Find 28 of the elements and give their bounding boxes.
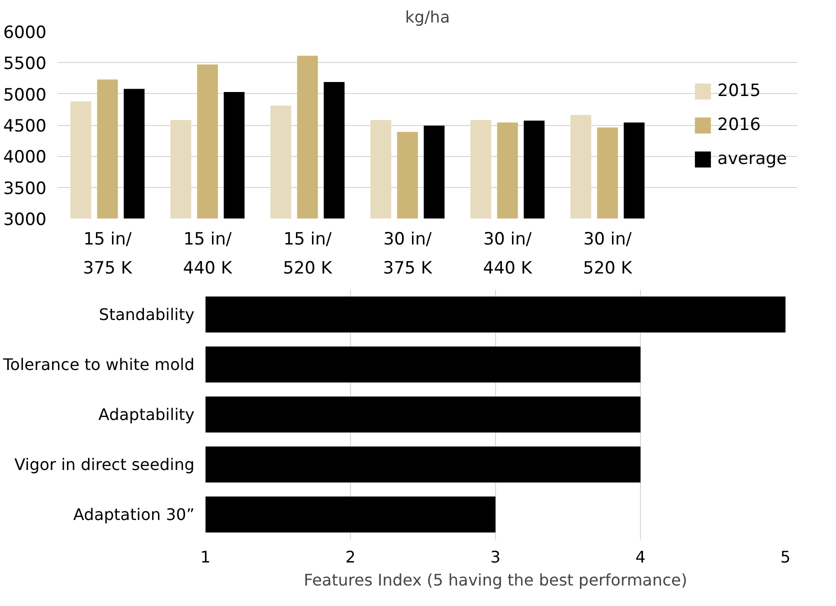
legend-label: 2015 — [717, 80, 761, 100]
y-tick-label: 5000 — [3, 85, 46, 106]
x-tick-label: 5 — [780, 548, 791, 566]
category-label: 30 in/ 440 K — [483, 230, 532, 278]
category-label: 30 in/ 520 K — [583, 230, 632, 278]
y-tick-label: 4500 — [3, 116, 46, 136]
y-tick-label: Standability — [98, 305, 195, 324]
y-tick-label: Adaptation 30” — [73, 505, 195, 524]
category-label: 15 in/ 520 K — [283, 230, 332, 278]
y-tick-label: 3000 — [3, 210, 46, 230]
chart-title: kg/ha — [405, 8, 450, 26]
legend-label: average — [717, 148, 787, 168]
category-label: 30 in/ 375 K — [383, 230, 432, 278]
y-tick-label: 6000 — [3, 23, 46, 43]
y-tick-label: Vigor in direct seeding — [14, 455, 195, 474]
y-tick-label: 4000 — [3, 148, 46, 168]
x-tick-label: 3 — [490, 548, 501, 566]
legend-label: 2016 — [717, 114, 761, 134]
y-tick-label: Adaptability — [98, 405, 194, 424]
x-tick-label: 1 — [200, 548, 211, 566]
y-tick-label: 3500 — [3, 178, 46, 199]
category-label: 15 in/ 440 K — [183, 230, 232, 278]
y-tick-label: Tolerance to white mold — [2, 355, 195, 374]
x-tick-label: 2 — [345, 548, 356, 566]
y-tick-label: 5500 — [3, 54, 46, 74]
x-tick-label: 4 — [635, 548, 646, 566]
x-axis-title: Features Index (5 having the best performance) — [304, 570, 688, 590]
category-label: 15 in/ 375 K — [83, 230, 132, 278]
